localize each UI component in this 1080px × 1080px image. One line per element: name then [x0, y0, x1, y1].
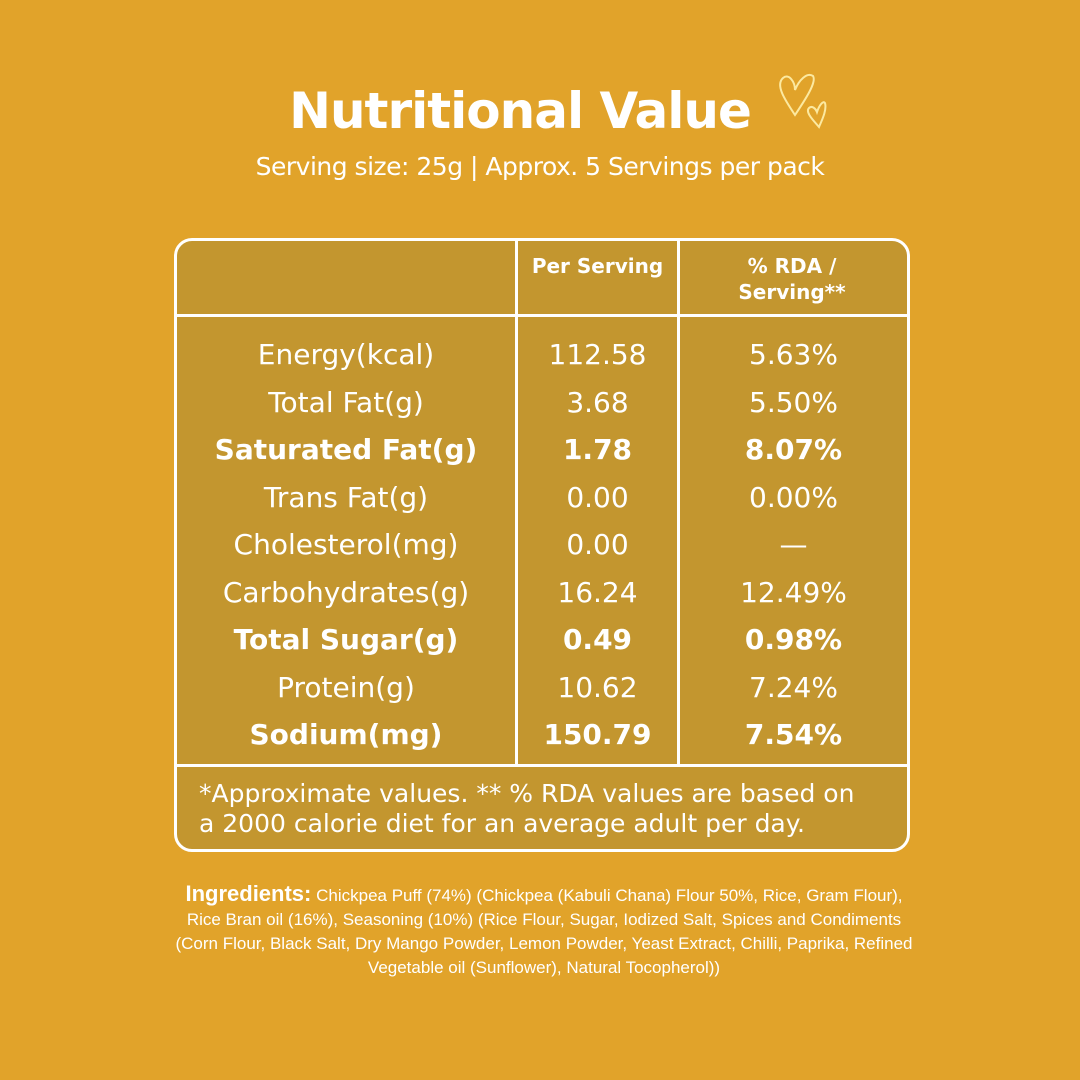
table-header: Per Serving % RDA / Serving** [177, 241, 907, 317]
nutrient-name: Sodium(mg) [249, 718, 443, 751]
nutrient-name: Trans Fat(g) [263, 480, 429, 514]
header-per-serving: Per Serving [531, 254, 664, 278]
rda-value: — [779, 528, 808, 561]
per-serving-value: 0.49 [562, 623, 633, 656]
nutrition-table: Per Serving % RDA / Serving** Energy(kca… [174, 238, 910, 852]
rda-value: 12.49% [740, 575, 847, 609]
per-serving-value: 112.58 [548, 338, 647, 371]
nutrient-name: Carbohydrates(g) [222, 575, 470, 609]
rda-value: 7.54% [744, 718, 843, 751]
nutrient-name: Total Sugar(g) [233, 623, 459, 656]
footnote-line: *Approximate values. ** % RDA values are… [199, 779, 855, 808]
rda-value: 0.00% [749, 480, 838, 514]
table-row: Saturated Fat(g) 1.78 8.07% [177, 426, 907, 473]
rda-value: 5.63% [749, 338, 838, 371]
per-serving-value: 16.24 [557, 575, 638, 609]
header-rda: % RDA / Serving** [738, 254, 846, 304]
divider [515, 241, 518, 764]
nutrient-name: Energy(kcal) [257, 338, 435, 371]
page-title: Nutritional Value [0, 82, 1080, 140]
ingredients: Ingredients: Chickpea Puff (74%) (Chickp… [174, 882, 914, 980]
per-serving-value: 150.79 [543, 718, 652, 751]
nutrient-name: Saturated Fat(g) [214, 433, 478, 466]
table-row: Cholesterol(mg) 0.00 — [177, 521, 907, 568]
per-serving-value: 0.00 [566, 480, 629, 514]
per-serving-value: 10.62 [557, 670, 638, 704]
serving-info: Serving size: 25g | Approx. 5 Servings p… [255, 152, 825, 181]
per-serving-value: 0.00 [566, 528, 629, 561]
ingredients-text: Chickpea Puff (74%) (Chickpea (Kabuli Ch… [175, 886, 913, 977]
rda-value: 5.50% [749, 385, 838, 419]
divider [677, 241, 680, 764]
rda-value: 8.07% [744, 433, 843, 466]
footnote-line: a 2000 calorie diet for an average adult… [199, 809, 805, 838]
table-row: Total Fat(g) 3.68 5.50% [177, 379, 907, 426]
table-row: Protein(g) 10.62 7.24% [177, 664, 907, 711]
hearts-icon [779, 74, 827, 129]
footnote: *Approximate values. ** % RDA values are… [177, 764, 907, 839]
per-serving-value: 1.78 [562, 433, 633, 466]
per-serving-value: 3.68 [566, 385, 629, 419]
table-row: Sodium(mg) 150.79 7.54% [177, 711, 907, 758]
nutrient-name: Protein(g) [277, 670, 415, 704]
title-text: Nutritional Value [289, 82, 752, 140]
rda-value: 7.24% [749, 670, 838, 704]
ingredients-label: Ingredients: [185, 881, 312, 906]
table-row: Carbohydrates(g) 16.24 12.49% [177, 569, 907, 616]
nutrient-name: Cholesterol(mg) [233, 528, 459, 561]
table-row: Total Sugar(g) 0.49 0.98% [177, 616, 907, 663]
nutrient-name: Total Fat(g) [268, 385, 424, 419]
rda-value: 0.98% [744, 623, 843, 656]
table-row: Energy(kcal) 112.58 5.63% [177, 331, 907, 378]
table-row: Trans Fat(g) 0.00 0.00% [177, 474, 907, 521]
